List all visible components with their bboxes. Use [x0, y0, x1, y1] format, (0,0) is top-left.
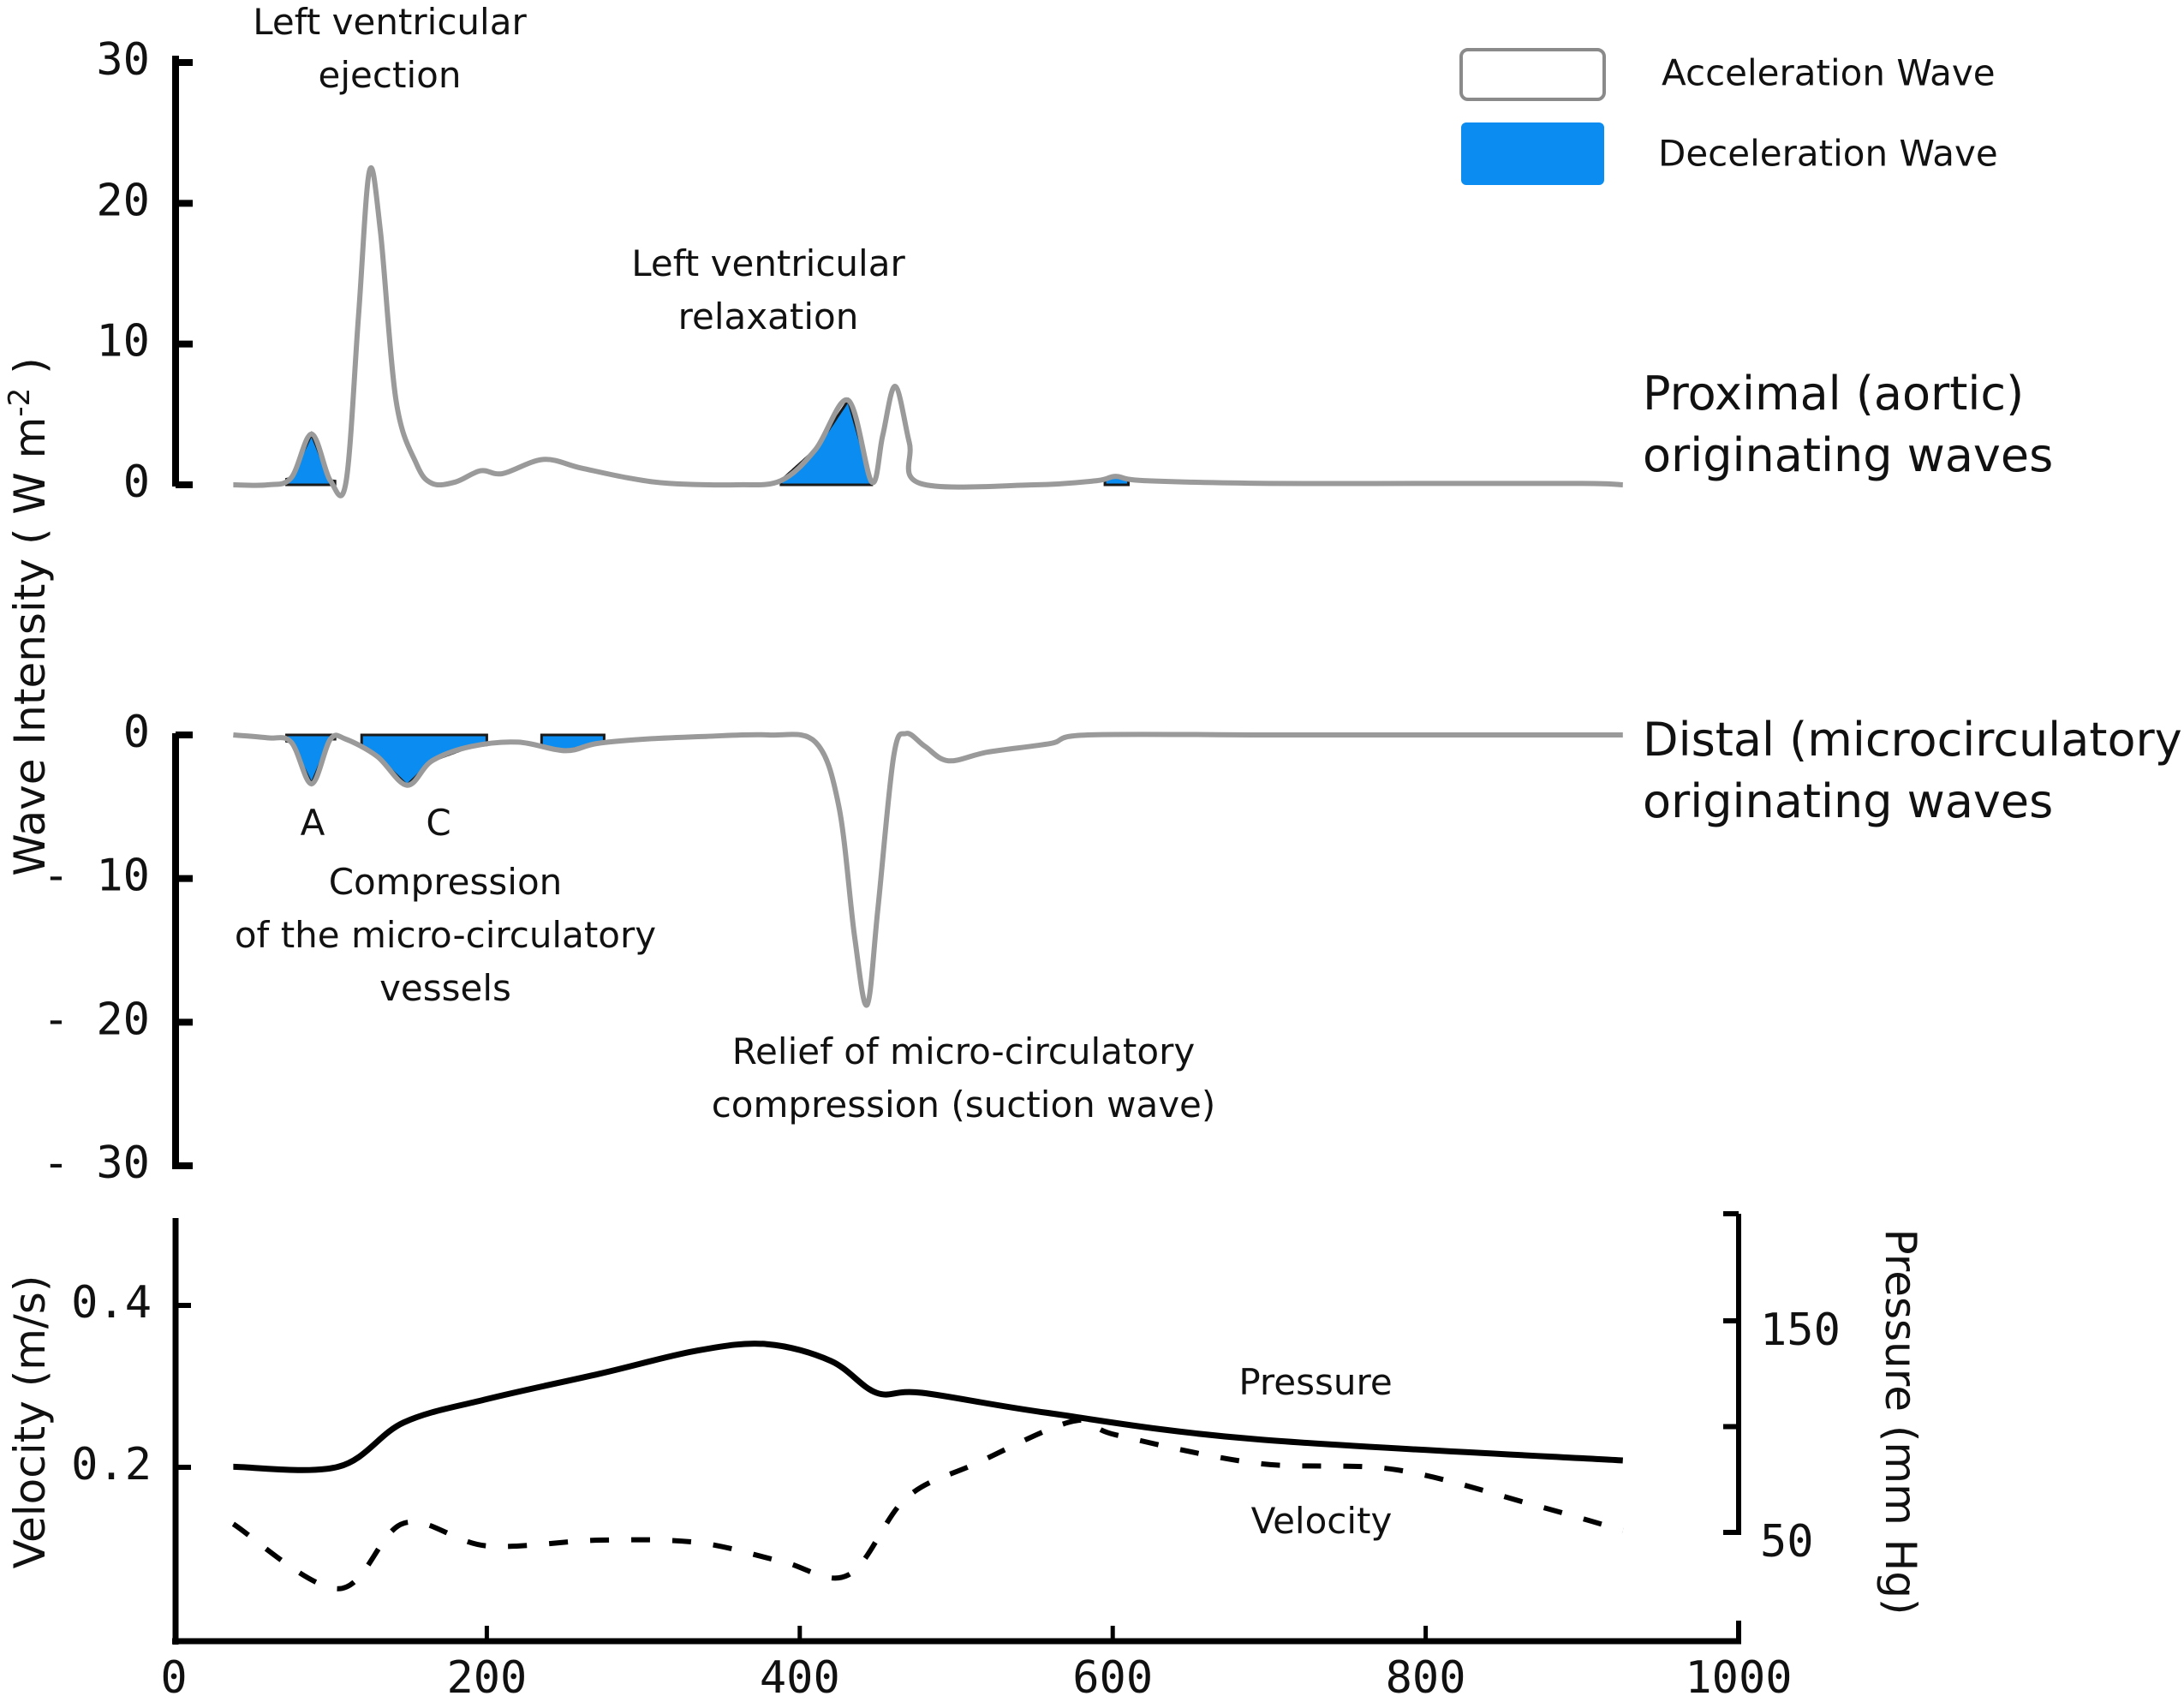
annotation-compression: of the micro-circulatory — [235, 914, 656, 956]
x-tick-label: 0 — [160, 1652, 187, 1702]
y-tick-label-proximal: 30 — [96, 34, 150, 86]
y-tick-label-proximal: 10 — [96, 316, 150, 367]
legend-swatch-acceleration — [1459, 48, 1606, 101]
y-tick-label-distal: - 30 — [43, 1138, 150, 1189]
distal-series-label: Distal (microcirculatory) — [1643, 713, 2184, 767]
pressure-curve-label: Pressure — [1238, 1361, 1392, 1403]
annotation-suction-wave: Relief of micro-circulatory — [732, 1030, 1195, 1072]
pressure-line — [233, 1341, 1624, 1473]
proximal-wave-line — [233, 165, 1623, 499]
annotation-compression: vessels — [379, 967, 511, 1009]
y-tick-label-velocity: 0.4 — [71, 1277, 152, 1329]
labels: 0 10 20 30 0 - 10 - 20 - 30 0 200 400 600 800 1000 0.2… — [3, 1, 2184, 1702]
y-tick-label-distal: - 10 — [43, 851, 150, 902]
annotation-lv-relaxation: Left ventricular — [631, 242, 905, 284]
axes — [172, 56, 1741, 1645]
legend: Acceleration Wave Deceleration Wave — [1459, 48, 1998, 185]
proximal-series-label: Proximal (aortic) — [1643, 367, 2024, 421]
velocity-curve-label: Velocity — [1251, 1500, 1393, 1542]
y-tick-label-proximal: 20 — [96, 175, 150, 226]
y-tick-label-pressure: 150 — [1760, 1305, 1841, 1356]
series-lines — [231, 165, 1624, 1592]
x-tick-label: 1000 — [1685, 1652, 1792, 1702]
annotation-compression: Compression — [329, 861, 563, 903]
annotation-c: C — [426, 802, 451, 844]
distal-wave-line — [233, 731, 1623, 1008]
annotation-a: A — [301, 802, 325, 844]
proximal-series-label: originating waves — [1643, 428, 2053, 482]
y-axis-title-wave-intensity: Wave Intensity ( W m-2 ) — [3, 357, 55, 875]
y-tick-label-pressure: 50 — [1760, 1516, 1814, 1568]
distal-series-label: originating waves — [1643, 774, 2053, 828]
annotation-lv-ejection: ejection — [319, 54, 462, 96]
x-tick-label: 800 — [1386, 1652, 1466, 1702]
x-tick-label: 600 — [1072, 1652, 1153, 1702]
x-tick-label: 400 — [760, 1652, 840, 1702]
y-tick-label-velocity: 0.2 — [71, 1439, 152, 1490]
annotation-suction-wave: compression (suction wave) — [712, 1084, 1216, 1126]
annotation-lv-relaxation: relaxation — [678, 296, 859, 337]
velocity-line — [231, 1417, 1624, 1592]
y-axis-title-pressure: Pressure (mm Hg) — [1876, 1228, 1925, 1615]
y-tick-label-distal: 0 — [123, 707, 150, 758]
x-tick-label: 200 — [446, 1652, 527, 1702]
y-tick-label-proximal: 0 — [123, 457, 150, 508]
legend-label-acceleration: Acceleration Wave — [1662, 52, 1996, 94]
y-tick-label-distal: - 20 — [43, 994, 150, 1045]
legend-swatch-deceleration — [1461, 122, 1604, 185]
legend-label-deceleration: Deceleration Wave — [1658, 133, 1998, 175]
y-axis-title-velocity: Velocity (m/s) — [5, 1275, 55, 1569]
annotation-lv-ejection: Left ventricular — [253, 1, 527, 43]
